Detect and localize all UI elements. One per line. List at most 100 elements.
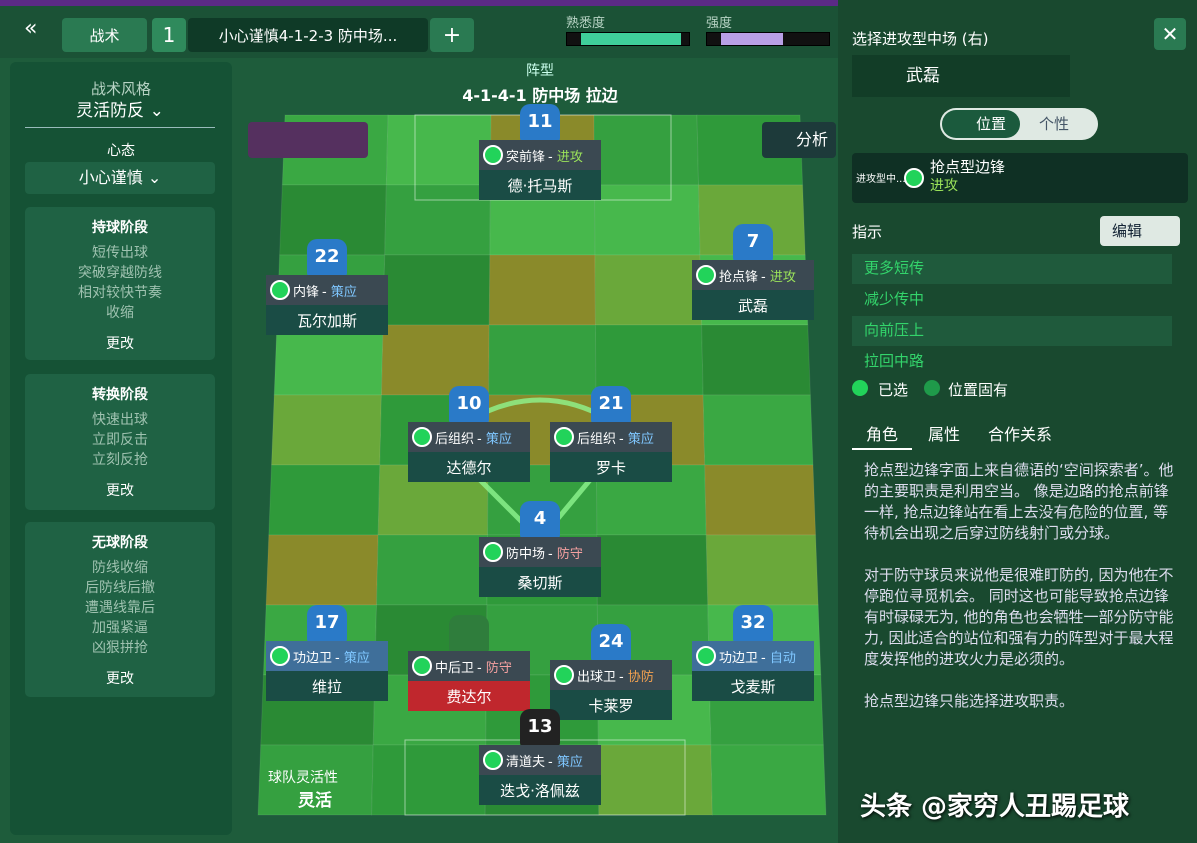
- phase-title: 无球阶段: [92, 535, 148, 551]
- role: 功边卫: [293, 650, 333, 666]
- personality-tab[interactable]: 个性: [1038, 115, 1069, 133]
- change-button[interactable]: 更改: [106, 483, 134, 499]
- change-button[interactable]: 更改: [106, 671, 134, 687]
- collapse-button[interactable]: «: [24, 16, 38, 41]
- intensity-bar: [706, 32, 830, 46]
- description-paragraph: 抢点型边锋只能选择进攻职责。: [864, 692, 1075, 710]
- pitch-cell: [701, 324, 811, 396]
- player-card[interactable]: 功边卫策应维拉: [266, 641, 388, 701]
- phase-item: 凶狠拼抢: [92, 640, 148, 656]
- player-name: 维拉: [266, 671, 388, 701]
- player-name: 卡莱罗: [550, 690, 672, 720]
- flexibility: 灵活: [298, 791, 332, 811]
- duty: 进攻: [548, 146, 583, 165]
- player-card[interactable]: 抢点锋进攻武磊: [692, 260, 814, 320]
- player-card[interactable]: 清道夫策应迭戈·洛佩兹: [479, 745, 601, 805]
- role: 抢点锋: [719, 269, 759, 285]
- role-selector[interactable]: 进攻型中... 抢点型边锋 进攻: [852, 153, 1188, 203]
- detail-tab[interactable]: 属性: [928, 425, 961, 444]
- edit-button[interactable]: 编辑: [1100, 216, 1180, 246]
- close-button[interactable]: ✕: [1154, 18, 1186, 50]
- role-row: 功边卫策应: [266, 641, 388, 671]
- role-row: 功边卫自动: [692, 641, 814, 671]
- instruction: 更多短传: [852, 254, 1172, 284]
- role-row: 防中场防守: [479, 537, 601, 567]
- duty: 防守: [548, 543, 583, 562]
- pitch-cell: [488, 324, 597, 396]
- phase-title: 转换阶段: [92, 387, 148, 403]
- pitch-cell: [371, 744, 487, 816]
- pitch-cell: [594, 254, 703, 326]
- phase-item: 突破穿越防线: [78, 265, 162, 281]
- role-icon: [412, 656, 432, 676]
- player-name: 迭戈·洛佩兹: [479, 775, 601, 805]
- legend-dot: [924, 380, 940, 396]
- player-card[interactable]: 后组织策应达德尔: [408, 422, 530, 482]
- role: 内锋: [293, 284, 320, 300]
- role-row: 内锋策应: [266, 275, 388, 305]
- role-icon: [696, 265, 716, 285]
- add-tactic[interactable]: +: [430, 18, 474, 52]
- pitch-cell: [384, 184, 491, 256]
- style-dropdown[interactable]: 灵活防反 ⌄: [25, 96, 215, 128]
- jersey: 4: [520, 501, 560, 539]
- change-button[interactable]: 更改: [106, 336, 134, 352]
- role-icon: [904, 168, 924, 188]
- phase-item: 防线收缩: [92, 560, 148, 576]
- left-panel: 战术风格 灵活防反 ⌄ 心态 小心谨慎 ⌄ 持球阶段 短传出球 突破穿越防线 相对较快…: [10, 62, 232, 835]
- jersey: 13: [520, 709, 560, 747]
- player-card[interactable]: 突前锋进攻德·托马斯: [479, 140, 601, 200]
- role: 中后卫: [435, 660, 475, 676]
- pitch-cell: [268, 464, 381, 536]
- jersey: 32: [733, 605, 773, 643]
- role: 防中场: [506, 546, 546, 562]
- formation[interactable]: 4-1-4-1 防中场 拉边: [462, 86, 618, 105]
- phase-item: 立即反击: [92, 432, 148, 448]
- pitch-cell: [385, 114, 492, 186]
- analysis-button[interactable]: 分析: [762, 122, 836, 158]
- role: 功边卫: [719, 650, 759, 666]
- pitch-cell: [593, 184, 701, 256]
- role-icon: [483, 750, 503, 770]
- mentality-value: 小心谨慎: [78, 168, 143, 187]
- player-card[interactable]: 后组织策应罗卡: [550, 422, 672, 482]
- legend-inherent: 位置固有: [948, 381, 1009, 399]
- duty: 策应: [477, 428, 512, 447]
- view-toggles[interactable]: [248, 122, 368, 158]
- tactic-dropdown[interactable]: 小心谨慎4-1-2-3 防中场...: [188, 18, 428, 52]
- phase-item: 收缩: [106, 305, 134, 321]
- pitch-cell: [488, 254, 596, 326]
- tactic-slot[interactable]: 1: [152, 18, 186, 52]
- duty: 进攻: [761, 266, 796, 285]
- description-paragraph: 对于防守球员来说他是很难盯防的, 因为他在不停跑位寻觅机会。 同时这也可能导致抢…: [864, 566, 1174, 668]
- player-card[interactable]: 出球卫协防卡莱罗: [550, 660, 672, 720]
- jersey: 22: [307, 239, 347, 277]
- player-card[interactable]: 内锋策应瓦尔加斯: [266, 275, 388, 335]
- role-icon: [554, 427, 574, 447]
- player-card[interactable]: 功边卫自动戈麦斯: [692, 641, 814, 701]
- intensity-label: 强度: [706, 16, 733, 31]
- phase-box: 转换阶段 快速出球 立即反击 立刻反抢 更改: [25, 374, 215, 510]
- position-tab[interactable]: 位置: [942, 110, 1020, 138]
- pitch-cell: [382, 254, 491, 326]
- jersey: 10: [449, 386, 489, 424]
- role-icon: [483, 145, 503, 165]
- mentality-label: 心态: [107, 143, 135, 159]
- player-card[interactable]: 中后卫防守费达尔: [408, 651, 530, 711]
- tactics-tab[interactable]: 战术: [62, 18, 147, 52]
- pitch-cell: [594, 324, 704, 396]
- mentality-dropdown[interactable]: 小心谨慎 ⌄: [25, 162, 215, 194]
- pitch-cell: [710, 744, 827, 816]
- pitch-cell: [597, 744, 713, 816]
- phase-item: 立刻反抢: [92, 452, 148, 468]
- tab-switch: 位置 个性: [940, 108, 1098, 140]
- player-card[interactable]: 防中场防守桑切斯: [479, 537, 601, 597]
- player-name: 罗卡: [550, 452, 672, 482]
- detail-tab[interactable]: 角色: [866, 425, 899, 444]
- player-dropdown[interactable]: 武磊: [852, 55, 1070, 97]
- detail-tab[interactable]: 合作关系: [988, 425, 1053, 444]
- pitch-cell: [702, 394, 814, 466]
- player-name: 桑切斯: [479, 567, 601, 597]
- watermark: 头条 @家穷人丑踢足球: [860, 792, 1130, 822]
